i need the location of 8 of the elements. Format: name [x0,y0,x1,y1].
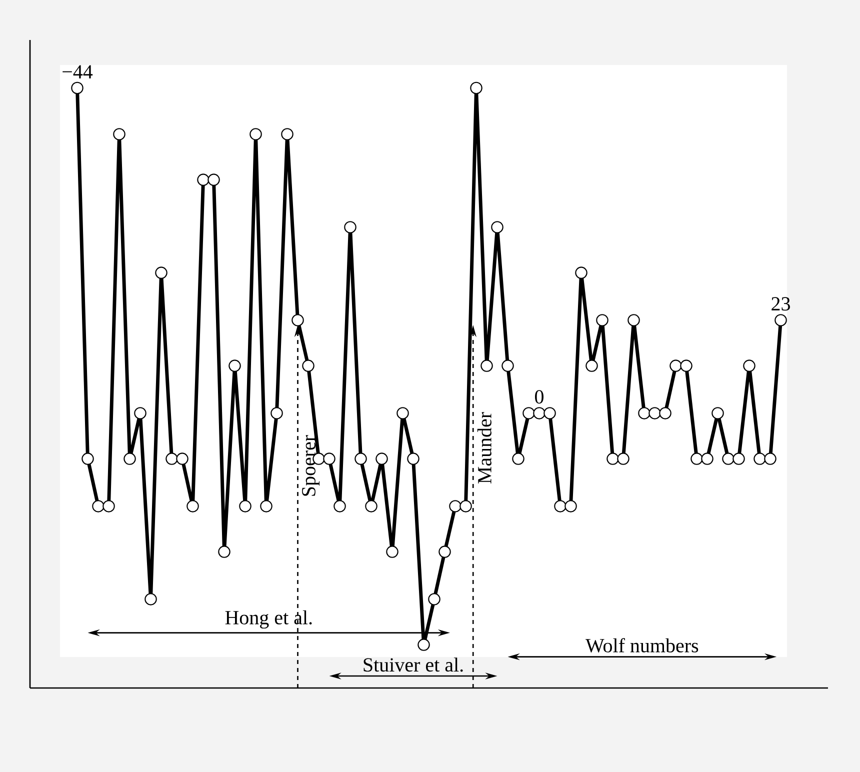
annotation: 23 [772,297,790,311]
annotation: Spoerer [302,435,320,496]
annotation: Hong et al. [225,610,312,629]
annotation: Wolf numbers [585,638,698,653]
annotation: 0 [535,390,544,404]
annotation: Maunder [477,412,492,484]
annotation: Stuiver et al. [364,658,463,672]
text: −44 [62,65,93,78]
